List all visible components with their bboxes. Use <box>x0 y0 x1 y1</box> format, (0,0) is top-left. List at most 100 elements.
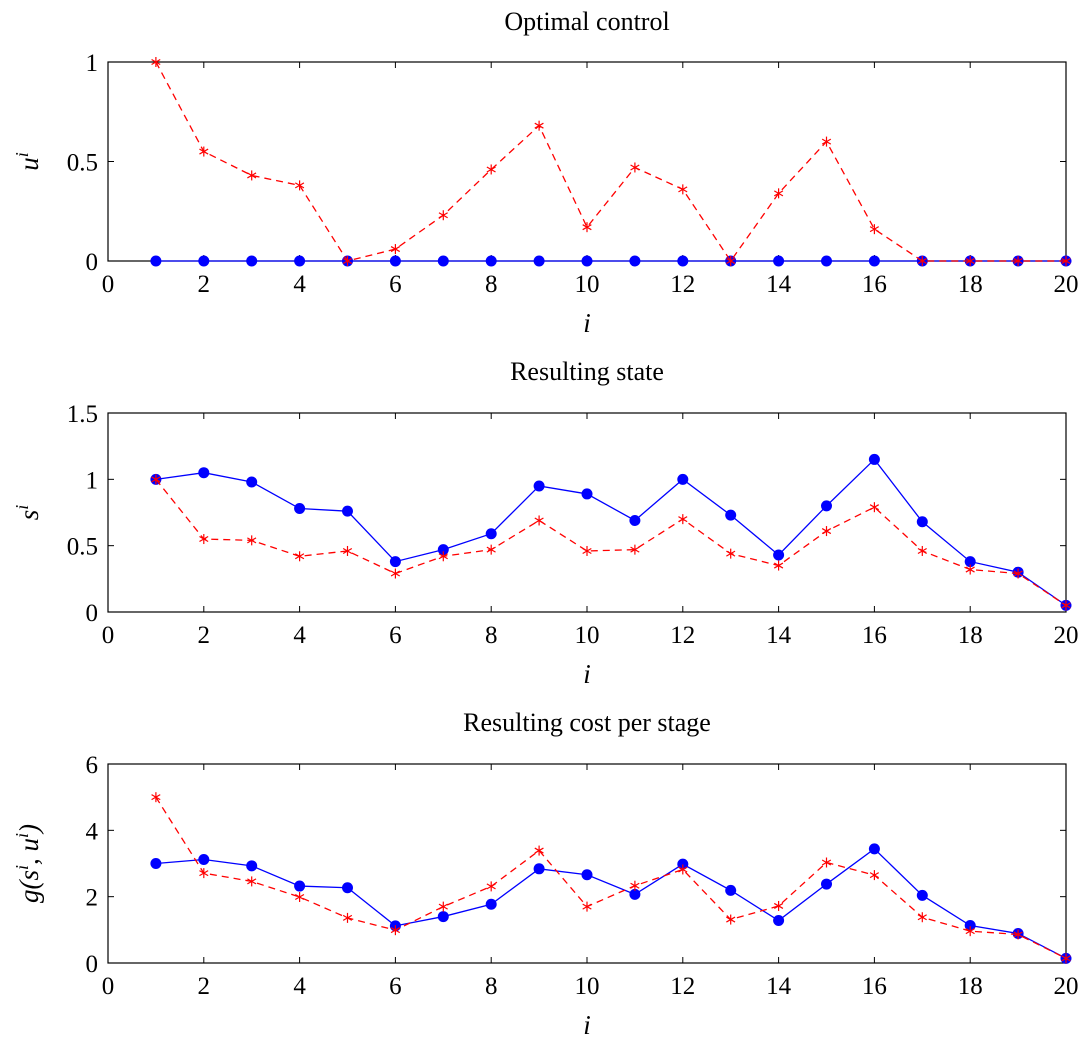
data-point <box>725 884 737 896</box>
series-line <box>155 61 1066 263</box>
x-tick-label: 0 <box>102 973 115 1000</box>
data-point <box>821 500 832 512</box>
x-axis-label: i <box>583 308 591 338</box>
data-point <box>1061 256 1071 266</box>
data-point <box>821 878 832 890</box>
data-point <box>198 255 210 267</box>
data-point <box>821 136 832 147</box>
x-tick-label: 0 <box>102 622 115 649</box>
data-point <box>678 864 688 875</box>
data-point <box>199 146 209 157</box>
x-tick-label: 16 <box>862 622 887 649</box>
data-point <box>150 858 162 869</box>
data-point <box>964 920 976 932</box>
data-point <box>151 57 161 67</box>
x-tick-label: 16 <box>862 973 887 1000</box>
data-point <box>726 256 736 266</box>
data-point <box>916 516 928 528</box>
series-2 <box>151 474 1071 611</box>
y-tick-label: 0 <box>86 249 99 276</box>
x-tick-label: 20 <box>1054 622 1079 649</box>
data-point <box>965 564 975 575</box>
y-tick-label: 0 <box>86 600 99 627</box>
data-point <box>630 880 640 891</box>
data-point <box>678 184 688 195</box>
data-point <box>390 568 401 579</box>
data-point <box>533 255 545 267</box>
x-tick-label: 12 <box>670 622 695 649</box>
data-point <box>581 869 593 881</box>
data-point <box>965 926 975 937</box>
data-point <box>437 544 449 556</box>
x-axis-label: i <box>583 1010 591 1040</box>
data-point <box>294 551 305 562</box>
y-axis-label: si <box>12 505 44 521</box>
data-point <box>773 549 785 561</box>
data-point <box>151 792 161 803</box>
data-point <box>629 255 641 267</box>
data-point <box>773 900 784 911</box>
data-point <box>1013 256 1023 266</box>
data-point <box>486 544 496 555</box>
x-tick-label: 18 <box>958 271 983 298</box>
data-point <box>629 888 641 900</box>
data-point <box>294 891 305 902</box>
data-point <box>630 544 640 555</box>
data-point <box>486 164 496 175</box>
data-point <box>342 505 353 517</box>
data-point <box>150 255 162 267</box>
data-point <box>247 170 257 181</box>
data-point <box>198 854 210 866</box>
data-point <box>389 556 401 568</box>
data-point <box>726 914 736 925</box>
data-point <box>773 188 784 199</box>
x-tick-label: 6 <box>389 271 402 298</box>
series-2 <box>151 57 1071 266</box>
data-point <box>534 845 544 856</box>
data-point <box>485 898 497 910</box>
data-point <box>629 514 641 526</box>
data-point <box>1061 953 1071 964</box>
data-point <box>246 476 258 488</box>
data-point <box>294 880 306 892</box>
data-point <box>821 857 832 868</box>
x-tick-label: 10 <box>575 622 600 649</box>
data-point <box>390 925 401 936</box>
x-tick-label: 6 <box>389 622 402 649</box>
data-point <box>917 256 927 266</box>
data-point <box>1061 600 1071 611</box>
data-point <box>916 889 928 901</box>
data-point <box>581 255 593 267</box>
y-tick-label: 1 <box>86 467 99 494</box>
data-point <box>677 473 689 485</box>
data-point <box>437 255 449 267</box>
data-point <box>630 162 640 173</box>
data-point <box>533 480 545 492</box>
x-tick-label: 6 <box>389 973 402 1000</box>
y-tick-label: 1.5 <box>67 401 98 428</box>
data-point <box>773 560 784 571</box>
data-point <box>773 915 785 927</box>
x-tick-label: 8 <box>485 271 498 298</box>
data-point <box>917 545 927 556</box>
x-tick-label: 4 <box>293 622 306 649</box>
chart-panel-2: Resulting state 0 2 4 6 8 10 12 14 16 18 20 0 0.5 1 1.5… <box>12 357 1079 689</box>
data-point <box>917 912 927 923</box>
x-tick-label: 2 <box>198 271 211 298</box>
data-point <box>438 210 448 221</box>
x-tick-label: 14 <box>766 973 792 1000</box>
x-tick-label: 4 <box>293 973 306 1000</box>
data-point <box>485 528 497 540</box>
chart-title: Resulting state <box>510 357 664 386</box>
data-point <box>677 255 689 267</box>
x-tick-label: 18 <box>958 973 983 1000</box>
data-point <box>582 222 592 233</box>
series-1 <box>150 453 1072 611</box>
y-tick-label: 0 <box>86 951 99 978</box>
data-point <box>1013 568 1023 579</box>
data-point <box>342 256 353 266</box>
data-point <box>821 255 832 267</box>
data-point <box>869 870 880 881</box>
data-point <box>534 120 544 131</box>
data-point <box>294 180 305 191</box>
